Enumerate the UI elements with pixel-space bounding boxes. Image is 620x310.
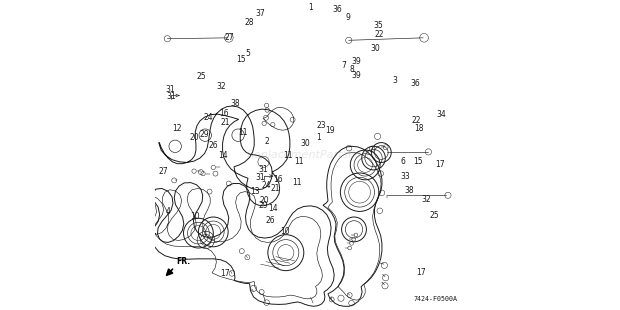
Text: 17: 17: [416, 268, 426, 277]
Text: 26: 26: [265, 216, 275, 225]
Text: 17: 17: [435, 160, 445, 169]
Text: 28: 28: [245, 18, 254, 27]
Text: 30: 30: [371, 43, 381, 53]
Text: 26: 26: [208, 140, 218, 150]
Text: 35: 35: [373, 21, 383, 30]
Text: 8: 8: [350, 65, 355, 74]
Text: 27: 27: [224, 33, 234, 42]
Text: 3: 3: [393, 76, 397, 85]
Text: 33: 33: [401, 172, 410, 181]
Text: 29: 29: [258, 201, 268, 210]
Text: 21: 21: [270, 184, 280, 193]
Text: 14: 14: [268, 204, 278, 213]
Text: 38: 38: [404, 186, 414, 195]
Text: 22: 22: [411, 116, 421, 126]
Text: 20: 20: [260, 196, 270, 206]
Text: 39: 39: [351, 57, 361, 66]
Text: 1: 1: [309, 3, 313, 12]
Text: 11: 11: [283, 150, 293, 160]
Text: 21: 21: [221, 118, 231, 127]
Text: 6: 6: [401, 157, 405, 166]
Text: 24: 24: [203, 113, 213, 122]
Text: 11: 11: [239, 128, 248, 137]
Text: 20: 20: [190, 133, 200, 143]
Text: 18: 18: [414, 124, 423, 133]
Text: 10: 10: [280, 227, 290, 237]
Text: 32: 32: [422, 195, 431, 205]
Text: 31: 31: [255, 173, 265, 182]
Text: 4: 4: [166, 207, 171, 216]
Text: 30: 30: [301, 139, 310, 148]
Text: 37: 37: [255, 8, 265, 18]
Text: 31: 31: [166, 91, 176, 101]
Text: FR.: FR.: [176, 257, 190, 266]
Text: 36: 36: [332, 5, 342, 14]
Text: 16: 16: [219, 108, 229, 118]
Text: 39: 39: [352, 71, 361, 81]
Text: 15: 15: [413, 157, 423, 166]
Text: 7424-F0500A: 7424-F0500A: [414, 296, 458, 302]
Text: 5: 5: [245, 49, 250, 58]
Text: 25: 25: [196, 72, 206, 82]
Text: 32: 32: [217, 82, 226, 91]
Text: 2: 2: [265, 137, 270, 147]
Text: 10: 10: [190, 212, 200, 221]
Text: 25: 25: [429, 211, 439, 220]
Text: 24: 24: [262, 181, 272, 190]
Text: 9: 9: [345, 12, 350, 22]
Text: 11: 11: [292, 178, 302, 187]
Text: 11: 11: [294, 157, 303, 166]
Text: 12: 12: [172, 124, 182, 133]
Text: 38: 38: [230, 99, 240, 108]
Text: 13: 13: [250, 187, 260, 196]
Text: 31: 31: [165, 85, 175, 94]
Text: 19: 19: [325, 126, 335, 135]
Text: 27: 27: [159, 166, 169, 176]
Text: 16: 16: [273, 175, 283, 184]
Text: 15: 15: [236, 55, 246, 64]
Text: ReplacementPartsForu: ReplacementPartsForu: [247, 150, 373, 160]
Text: 36: 36: [410, 79, 420, 88]
Text: 22: 22: [374, 30, 384, 39]
Text: 1: 1: [316, 133, 321, 143]
Text: 31: 31: [258, 165, 268, 174]
Text: 34: 34: [436, 110, 446, 119]
Text: 7: 7: [342, 60, 347, 70]
Text: 23: 23: [317, 121, 327, 130]
Text: 14: 14: [218, 151, 228, 160]
Text: 17: 17: [220, 269, 229, 278]
Text: 29: 29: [199, 130, 209, 140]
